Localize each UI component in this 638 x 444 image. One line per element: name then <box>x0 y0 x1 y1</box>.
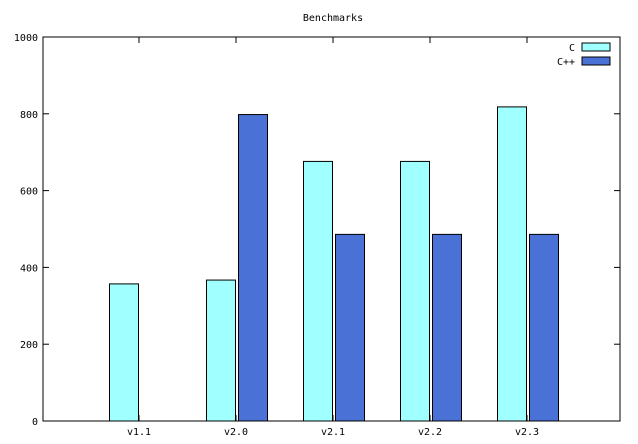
bar-c-v2.3 <box>497 106 527 422</box>
y-tick-label: 400 <box>20 263 38 274</box>
plot-area: 0 200 400 600 800 1000 v1.1 v2.0 v2.1 v2.2 v2.3 <box>14 33 621 438</box>
bar-cpp-v2.0 <box>238 114 268 422</box>
y-tick-label: 0 <box>32 417 38 428</box>
y-tick-label: 1000 <box>14 33 38 44</box>
x-tick-label: v2.2 <box>418 427 442 438</box>
bar-cpp-v2.1 <box>335 233 365 422</box>
bar-c-v2.1 <box>303 160 333 422</box>
chart-title: Benchmarks <box>303 13 363 24</box>
legend: C C++ <box>557 42 611 68</box>
bar-cpp-v2.3 <box>529 233 559 422</box>
bar-c-v2.0 <box>206 279 236 422</box>
legend-label: C++ <box>557 57 575 68</box>
y-tick-label: 600 <box>20 187 38 198</box>
y-tick-label: 200 <box>20 340 38 351</box>
x-tick-label: v2.0 <box>224 427 248 438</box>
x-tick-label: v2.3 <box>515 427 539 438</box>
y-tick-label: 800 <box>20 110 38 121</box>
legend-swatch <box>581 56 611 66</box>
x-tick-label: v2.1 <box>321 427 345 438</box>
legend-swatch <box>581 42 611 52</box>
bar-c-v2.2 <box>400 160 430 422</box>
x-tick-label: v1.1 <box>127 427 151 438</box>
legend-label: C <box>569 43 575 54</box>
bar-c-v1.1 <box>109 283 139 422</box>
bar-cpp-v2.2 <box>432 233 462 422</box>
